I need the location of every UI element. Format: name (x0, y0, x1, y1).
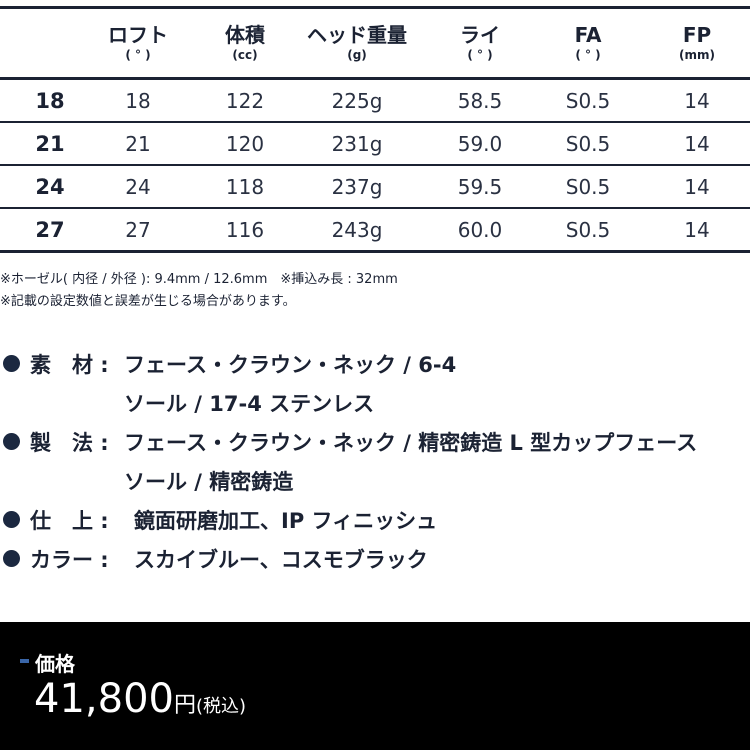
divider (0, 77, 750, 80)
column-header: ヘッド重量 (307, 23, 407, 47)
column-unit: (g) (347, 48, 367, 62)
table-cell: 243g (331, 218, 383, 242)
divider (0, 6, 750, 9)
note: ※ホーゼル( 内径 / 外径 ): 9.4mm / 12.6mm ※挿込み長 :… (0, 272, 398, 287)
divider (0, 121, 750, 123)
bullet-icon (3, 550, 20, 567)
price-amount: 41,800 (34, 676, 174, 722)
table-cell: 122 (225, 89, 265, 113)
divider (0, 164, 750, 166)
table-cell: 14 (684, 218, 710, 242)
spec-value: フェース・クラウン・ネック / 精密鋳造 L 型カップフェース (124, 431, 698, 455)
spec-value: スカイブルー、コスモブラック (134, 548, 428, 572)
table-cell: 59.0 (457, 132, 503, 156)
table-cell: 116 (225, 218, 265, 242)
spec-value: ソール / 精密鋳造 (124, 470, 294, 494)
spec-value: 鏡面研磨加工、IP フィニッシュ (134, 509, 438, 533)
table-cell: S0.5 (565, 89, 611, 113)
table-cell: 59.5 (457, 175, 503, 199)
table-cell: 27 (125, 218, 151, 242)
column-unit: ( ° ) (467, 48, 493, 62)
column-unit: ( ° ) (125, 48, 151, 62)
table-cell: 14 (684, 175, 710, 199)
table-cell: S0.5 (565, 218, 611, 242)
column-header: FA (574, 23, 602, 47)
table-cell: 118 (225, 175, 265, 199)
table-cell: 231g (331, 132, 383, 156)
table-cell: S0.5 (565, 132, 611, 156)
bullet-icon (3, 433, 20, 450)
spec-label: 素 材 : (30, 353, 109, 377)
price-panel: 価格 41,800円(税込) (0, 622, 750, 750)
table-cell: 21 (125, 132, 151, 156)
row-label: 21 (35, 132, 65, 156)
row-label: 24 (35, 175, 65, 199)
column-unit: ( ° ) (575, 48, 601, 62)
column-unit: (cc) (232, 48, 258, 62)
table-cell: 18 (125, 89, 151, 113)
spec-label: 製 法 : (30, 431, 109, 455)
table-cell: 24 (125, 175, 151, 199)
table-cell: S0.5 (565, 175, 611, 199)
table-cell: 14 (684, 89, 710, 113)
table-cell: 237g (331, 175, 383, 199)
table-cell: 14 (684, 132, 710, 156)
spec-value: ソール / 17-4 ステンレス (124, 392, 375, 416)
price-heading: 価格 (35, 652, 75, 676)
spec-value: フェース・クラウン・ネック / 6-4 (124, 353, 457, 377)
bullet-icon (3, 511, 20, 528)
row-label: 18 (35, 89, 65, 113)
note: ※記載の設定数値と誤差が生じる場合があります。 (0, 294, 296, 309)
price-tax: (税込) (195, 696, 247, 717)
column-unit: (mm) (679, 48, 715, 62)
column-header: FP (682, 23, 712, 47)
divider (0, 207, 750, 209)
table-cell: 58.5 (457, 89, 503, 113)
divider (0, 250, 750, 253)
spec-label: 仕 上 : (30, 509, 109, 533)
row-label: 27 (35, 218, 65, 242)
column-header: ロフト (108, 23, 168, 47)
column-header: 体積 (225, 23, 265, 47)
table-cell: 60.0 (457, 218, 503, 242)
bullet-icon (3, 355, 20, 372)
accent-dash-icon (20, 659, 29, 663)
table-cell: 120 (225, 132, 265, 156)
price-currency: 円 (173, 693, 196, 718)
column-header: ライ (460, 23, 500, 47)
table-cell: 225g (331, 89, 383, 113)
spec-label: カラー : (30, 548, 109, 572)
